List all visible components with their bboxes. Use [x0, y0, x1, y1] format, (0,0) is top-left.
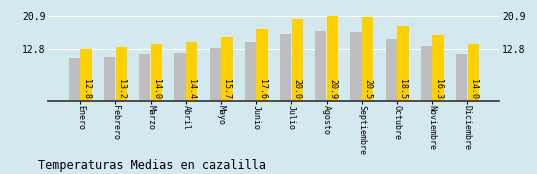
Bar	[456, 54, 467, 101]
Bar	[115, 47, 127, 101]
Bar	[421, 46, 432, 101]
Bar	[257, 29, 268, 101]
Bar	[351, 33, 362, 101]
Text: 14.0: 14.0	[152, 79, 161, 99]
Bar	[69, 58, 80, 101]
Bar	[315, 31, 326, 101]
Text: 20.5: 20.5	[363, 79, 372, 99]
Text: 14.4: 14.4	[187, 79, 196, 99]
Text: 13.2: 13.2	[117, 79, 126, 99]
Bar	[280, 34, 291, 101]
Text: Temperaturas Medias en cazalilla: Temperaturas Medias en cazalilla	[38, 159, 266, 172]
Bar	[221, 37, 233, 101]
Bar	[209, 49, 221, 101]
Text: 20.9: 20.9	[328, 79, 337, 99]
Text: 20.0: 20.0	[293, 79, 302, 99]
Bar	[104, 57, 115, 101]
Bar	[151, 44, 162, 101]
Bar	[432, 35, 444, 101]
Text: 14.0: 14.0	[469, 79, 478, 99]
Bar	[327, 16, 338, 101]
Text: 16.3: 16.3	[433, 79, 442, 99]
Bar	[81, 49, 92, 101]
Bar	[245, 42, 256, 101]
Bar	[292, 19, 303, 101]
Text: 17.6: 17.6	[258, 79, 266, 99]
Bar	[386, 39, 397, 101]
Bar	[186, 42, 197, 101]
Text: 18.5: 18.5	[398, 79, 408, 99]
Bar	[139, 54, 150, 101]
Bar	[175, 53, 186, 101]
Bar	[362, 17, 373, 101]
Bar	[397, 26, 409, 101]
Text: 12.8: 12.8	[82, 79, 91, 99]
Text: 15.7: 15.7	[222, 79, 231, 99]
Bar	[468, 44, 479, 101]
